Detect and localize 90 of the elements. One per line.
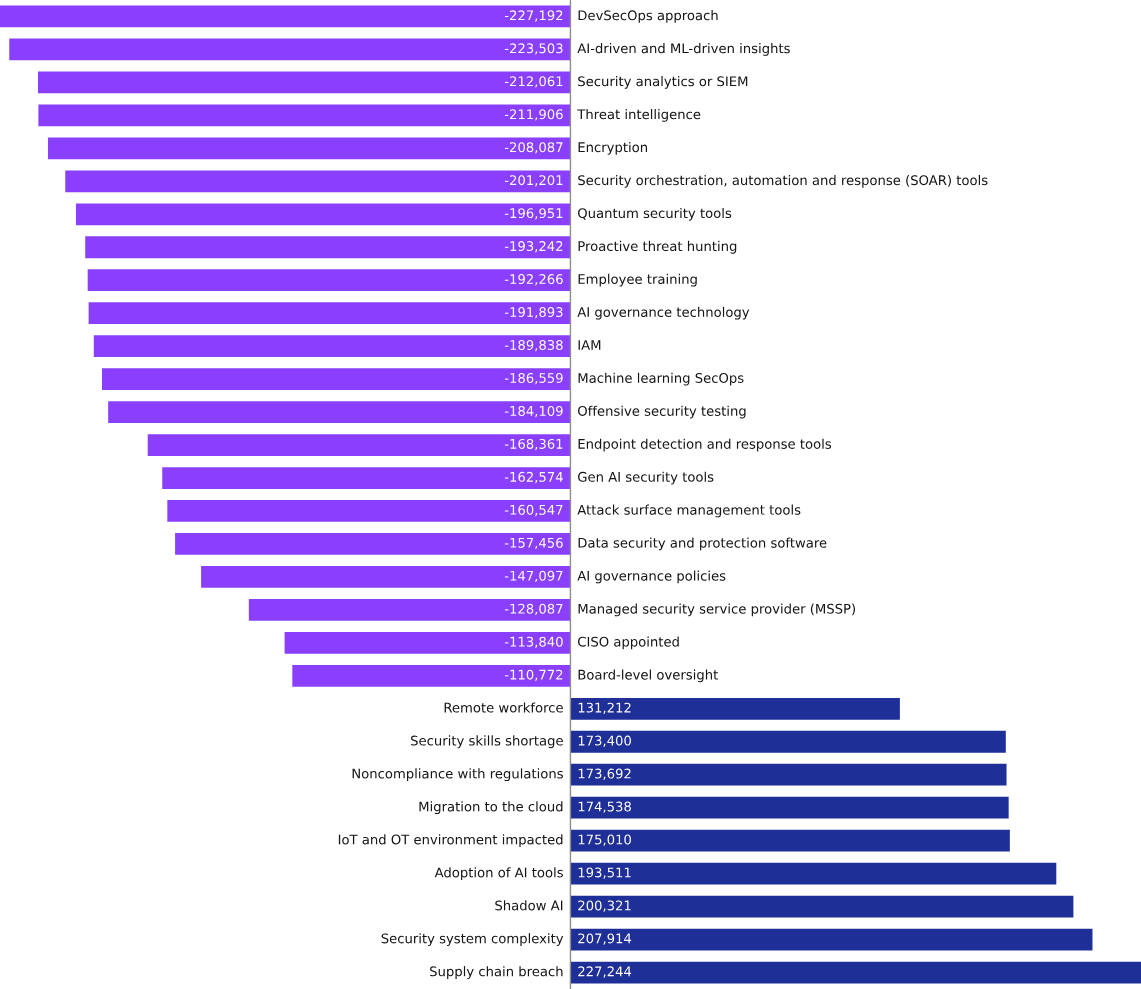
y-tick-label: AI governance policies	[577, 570, 726, 584]
y-tick-label: DevSecOps approach	[578, 10, 718, 23]
y-tick-label: Security skills shortage	[411, 735, 563, 749]
bar	[175, 533, 571, 555]
y-tick-label: Encryption	[578, 141, 647, 155]
bar	[570, 928, 1093, 951]
data-label: 200,321	[578, 900, 631, 912]
y-tick-label: Shadow AI	[495, 900, 563, 911]
bar	[248, 599, 571, 621]
data-label: 173,400	[578, 735, 631, 747]
data-label: -223,503	[504, 43, 563, 55]
data-label: -168,361	[504, 438, 563, 451]
data-label: -110,772	[504, 669, 563, 681]
data-label: -162,574	[504, 471, 563, 484]
data-label: -201,201	[504, 175, 563, 187]
data-label: 173,692	[578, 768, 631, 780]
y-tick-label: Remote workforce	[444, 702, 563, 713]
data-label: -196,951	[504, 208, 563, 220]
data-label: 175,010	[578, 834, 631, 846]
data-label: -211,906	[504, 109, 563, 121]
y-tick-label: IAM	[578, 340, 601, 350]
y-tick-label: CISO appointed	[578, 636, 679, 650]
data-label: 193,511	[578, 867, 631, 879]
bar	[570, 961, 1141, 984]
bar	[162, 467, 571, 489]
bar	[9, 38, 571, 61]
y-tick-label: Employee training	[578, 273, 697, 287]
y-tick-label: Threat intelligence	[577, 109, 701, 122]
data-label: -212,061	[504, 76, 563, 88]
y-tick-label: AI-driven and ML-driven insights	[577, 43, 790, 56]
y-tick-label: Supply chain breach	[430, 966, 563, 979]
y-tick-label: Proactive threat hunting	[578, 240, 737, 254]
bar	[85, 236, 571, 259]
bar	[570, 862, 1057, 885]
data-label: -128,087	[504, 603, 563, 616]
bar	[65, 170, 571, 193]
bar	[108, 401, 571, 423]
bar	[167, 500, 571, 522]
y-tick-label: Quantum security tools	[578, 207, 732, 221]
data-label: -184,109	[504, 405, 563, 418]
data-label: -192,266	[504, 274, 563, 286]
y-tick-label: Gen AI security tools	[578, 471, 714, 485]
y-tick-label: Data security and protection software	[578, 537, 827, 551]
bar	[88, 302, 571, 325]
y-tick-label: Noncompliance with regulations	[352, 768, 563, 782]
data-label: -113,840	[504, 636, 563, 649]
data-label: -189,838	[504, 340, 563, 352]
data-label: -193,242	[504, 241, 563, 253]
bar	[47, 137, 571, 160]
data-label: 174,538	[578, 801, 631, 813]
y-tick-label: Board-level oversight	[578, 669, 718, 683]
data-label: -227,192	[504, 10, 563, 22]
y-tick-label: Security orchestration, automation and response (SOAR) tools	[578, 174, 988, 188]
bar	[570, 829, 1010, 852]
bar	[284, 631, 571, 654]
bar	[292, 664, 571, 687]
bar	[570, 763, 1007, 786]
bar	[93, 335, 571, 358]
bar	[570, 796, 1009, 819]
y-tick-label: Offensive security testing	[578, 405, 746, 419]
data-label: -208,087	[504, 142, 563, 154]
data-label: 207,914	[578, 933, 632, 945]
y-tick-label: Migration to the cloud	[419, 801, 563, 815]
data-label: 131,212	[578, 702, 631, 714]
data-label: -157,456	[504, 537, 563, 550]
data-label: -147,097	[504, 570, 563, 583]
bar	[102, 368, 571, 390]
y-tick-label: Machine learning SecOps	[578, 372, 744, 386]
bar	[0, 5, 571, 28]
y-tick-label: Security system complexity	[381, 933, 564, 946]
data-label: 227,244	[578, 966, 632, 978]
bar	[570, 895, 1074, 918]
bar	[38, 104, 571, 127]
data-label: -160,547	[504, 504, 563, 517]
y-tick-label: Endpoint detection and response tools	[578, 438, 832, 452]
bar	[147, 434, 571, 456]
y-tick-label: AI governance technology	[577, 306, 750, 320]
bar	[75, 203, 571, 226]
bar	[37, 71, 571, 94]
y-tick-label: Adoption of AI tools	[434, 867, 563, 880]
y-tick-label: Attack surface management tools	[577, 504, 801, 518]
bar	[570, 730, 1006, 753]
y-tick-label: IoT and OT environment impacted	[338, 834, 563, 848]
bar	[570, 697, 900, 720]
y-tick-label: Managed security service provider (MSSP)	[578, 603, 856, 617]
data-label: -186,559	[504, 372, 563, 385]
data-label: -191,893	[504, 307, 563, 319]
bar	[87, 269, 571, 292]
bar	[201, 566, 571, 588]
y-tick-label: Security analytics or SIEM	[578, 76, 748, 89]
